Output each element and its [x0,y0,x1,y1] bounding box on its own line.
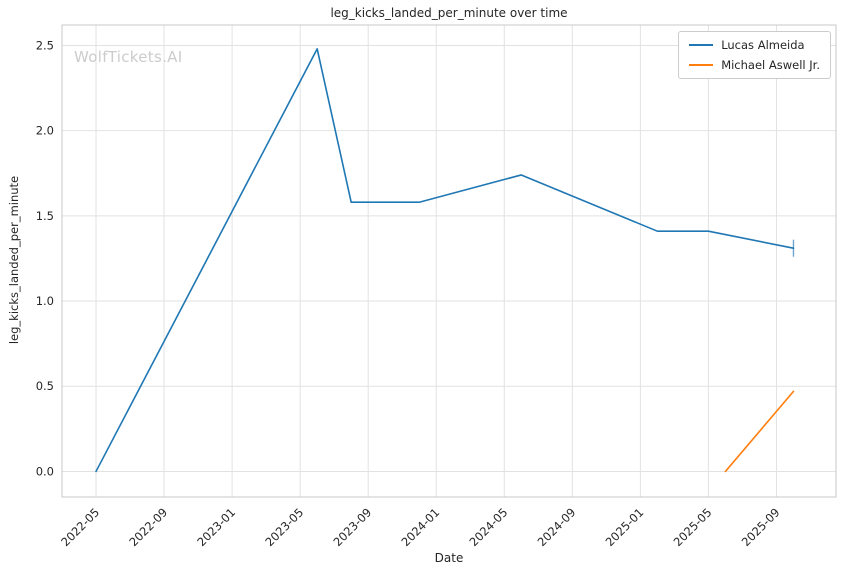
x-tick-label: 2025-05 [671,505,715,549]
y-tick-label: 0.5 [36,379,54,393]
y-tick-label: 2.0 [36,124,54,138]
x-tick-label: 2025-09 [739,505,783,549]
legend: Lucas Almeida Michael Aswell Jr. [678,31,831,79]
y-axis-label: leg_kicks_landed_per_minute [7,175,21,345]
y-tick-label: 2.5 [36,38,54,52]
legend-item: Lucas Almeida [689,38,820,52]
x-tick-label: 2022-09 [126,505,170,549]
x-tick-label: 2024-09 [535,505,579,549]
plot-border [61,24,837,498]
x-tick-label: 2024-05 [467,505,511,549]
x-tick-label: 2025-01 [603,505,647,549]
watermark: WolfTickets.AI [74,48,183,66]
x-tick-label: 2023-05 [262,505,306,549]
chart-title: leg_kicks_landed_per_minute over time [330,6,568,20]
y-tick-label: 1.5 [36,209,54,223]
y-tick-label: 0.0 [36,464,54,478]
legend-label: Lucas Almeida [721,38,805,52]
series-line-michael-aswell-jr- [724,390,795,473]
series-line-lucas-almeida [95,48,795,473]
x-tick-label: 2024-01 [398,505,442,549]
legend-line-sample-lucas-almeida [689,44,714,46]
x-tick-label: 2023-09 [330,505,374,549]
legend-label: Michael Aswell Jr. [721,58,820,72]
y-tick-label: 1.0 [36,294,54,308]
x-tick-label: 2023-01 [194,505,238,549]
x-tick-label: 2022-05 [58,505,102,549]
legend-item: Michael Aswell Jr. [689,58,820,72]
legend-line-sample-michael-aswell-jr [689,64,714,66]
x-axis-label: Date [434,551,464,565]
